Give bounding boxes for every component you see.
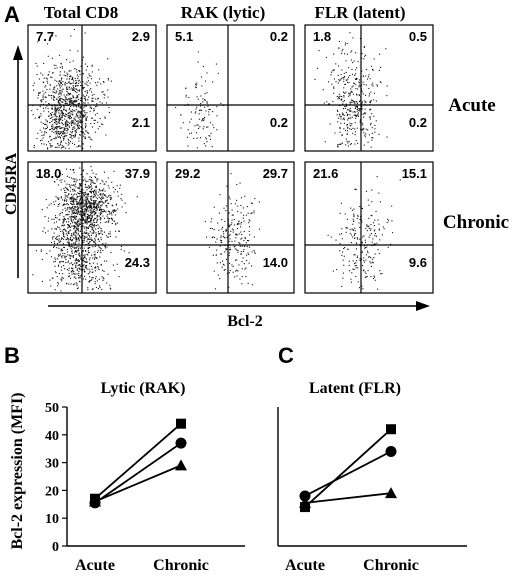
- plot-frame: [27, 24, 157, 152]
- bcl2-axis-arrowhead: [416, 301, 430, 311]
- quadrant-value-upper-left: 7.7: [36, 29, 54, 44]
- panel-b-y-tick-label: 50: [45, 401, 59, 416]
- flow-plot-chronic-flr: 21.6 15.1 9.6: [304, 161, 434, 294]
- panel-c-chart: Acute Chronic: [277, 407, 467, 574]
- flow-plot-chronic-total-cd8: 18.0 37.9 24.3: [27, 161, 157, 294]
- quadrant-value-lower-right: 0.2: [270, 115, 288, 130]
- panel-c-point-circle-chronic: [385, 445, 397, 457]
- panel-b-y-tick-label: 10: [45, 512, 59, 527]
- cd45ra-axis-label: CD45RA: [3, 152, 20, 215]
- quadrant-value-upper-left: 5.1: [175, 29, 193, 44]
- panel-c-point-triangle-chronic: [385, 487, 397, 499]
- quadrant-value-lower-right: 2.1: [132, 115, 150, 130]
- panel-c-point-square-chronic: [386, 424, 396, 435]
- plot-frame: [304, 24, 434, 152]
- panel-b-point-triangle-acute: [89, 495, 101, 507]
- quadrant-value-upper-left: 21.6: [313, 166, 338, 181]
- column-title-rak: RAK (lytic): [181, 3, 266, 22]
- row-label-chronic: Chronic: [443, 212, 509, 233]
- panel-c-x-tick-label-acute: Acute: [285, 557, 325, 574]
- panel-b-point-circle-chronic: [175, 437, 187, 449]
- quadrant-value-upper-right: 2.9: [132, 29, 150, 44]
- quadrant-value-upper-right: 0.2: [270, 29, 288, 44]
- panel-c-x-tick-label-chronic: Chronic: [363, 557, 419, 574]
- panel-c-series-line-triangle: [304, 492, 392, 504]
- quadrant-value-upper-right: 29.7: [263, 166, 288, 181]
- plot-frame: [166, 24, 295, 152]
- quadrant-value-lower-right: 0.2: [409, 115, 427, 130]
- panel-c-series-line-circle: [304, 450, 392, 497]
- quadrant-value-upper-right: 37.9: [125, 166, 150, 181]
- scatter-dots: [31, 28, 112, 150]
- quadrant-value-upper-left: 18.0: [36, 166, 61, 181]
- plot-frame: [166, 161, 295, 294]
- quadrant-value-upper-right: 0.5: [409, 29, 427, 44]
- panel-b-y-tick-label: 20: [45, 484, 59, 499]
- panel-b-y-tick-label: 40: [45, 429, 59, 444]
- quadrant-value-upper-left: 1.8: [313, 29, 331, 44]
- panel-c-title: Latent (FLR): [309, 380, 401, 397]
- panel-c-point-triangle-acute: [299, 496, 311, 508]
- flow-plot-acute-rak: 5.1 0.2 0.2: [166, 24, 295, 152]
- panel-b-y-axis-label: Bcl-2 expression (MFI): [9, 392, 26, 549]
- panel-b-series-line-triangle: [94, 464, 182, 503]
- scatter-dots: [32, 166, 138, 292]
- column-title-flr: FLR (latent): [314, 3, 405, 22]
- panel-b-point-triangle-chronic: [175, 459, 187, 471]
- quadrant-value-lower-right: 14.0: [263, 255, 288, 270]
- flow-plot-acute-total-cd8: 7.7 2.9 2.1: [27, 24, 157, 152]
- row-label-acute: Acute: [448, 95, 495, 116]
- panel-b-title: Lytic (RAK): [101, 380, 186, 397]
- scatter-dots: [204, 173, 260, 290]
- scatter-dots: [314, 32, 388, 149]
- flow-plot-chronic-rak: 29.2 29.7 14.0: [166, 161, 295, 294]
- panel-b-chart: 0 10 20 30 40 50 Acute Chronic: [45, 401, 245, 574]
- panel-b-x-tick-label-acute: Acute: [75, 557, 115, 574]
- panel-b-label: B: [4, 343, 20, 368]
- panel-c-series-line-square: [304, 428, 392, 508]
- quadrant-value-lower-right: 24.3: [125, 255, 150, 270]
- flow-plot-acute-flr: 1.8 0.5 0.2: [304, 24, 434, 152]
- scatter-dots: [327, 176, 401, 290]
- panel-b-point-square-chronic: [176, 418, 186, 429]
- column-title-total-cd8: Total CD8: [44, 3, 118, 22]
- panel-c-point-circle-acute: [299, 490, 311, 502]
- bcl2-axis-label: Bcl-2: [227, 313, 263, 330]
- panel-b-x-tick-label-chronic: Chronic: [153, 557, 209, 574]
- cd45ra-axis-arrowhead: [13, 45, 23, 60]
- plot-frame: [304, 161, 434, 294]
- flow-cytometry-grid: 7.7 2.9 2.1 5.1 0.2 0.2 1.8 0.5 0.2 18.0 37.9 24.3 2…: [27, 24, 434, 294]
- panel-b-y-tick-label: 0: [52, 540, 59, 555]
- panel-b-y-tick-label: 30: [45, 457, 59, 472]
- quadrant-value-upper-left: 29.2: [175, 166, 200, 181]
- quadrant-value-lower-right: 9.6: [409, 255, 427, 270]
- panel-b-series-line-square: [94, 423, 182, 500]
- quadrant-value-upper-right: 15.1: [402, 166, 427, 181]
- scatter-dots: [175, 51, 225, 149]
- panel-c-label: C: [278, 343, 294, 368]
- panel-a-label: A: [4, 2, 20, 27]
- panel-b-series-line-circle: [94, 442, 182, 504]
- plot-frame: [27, 161, 157, 294]
